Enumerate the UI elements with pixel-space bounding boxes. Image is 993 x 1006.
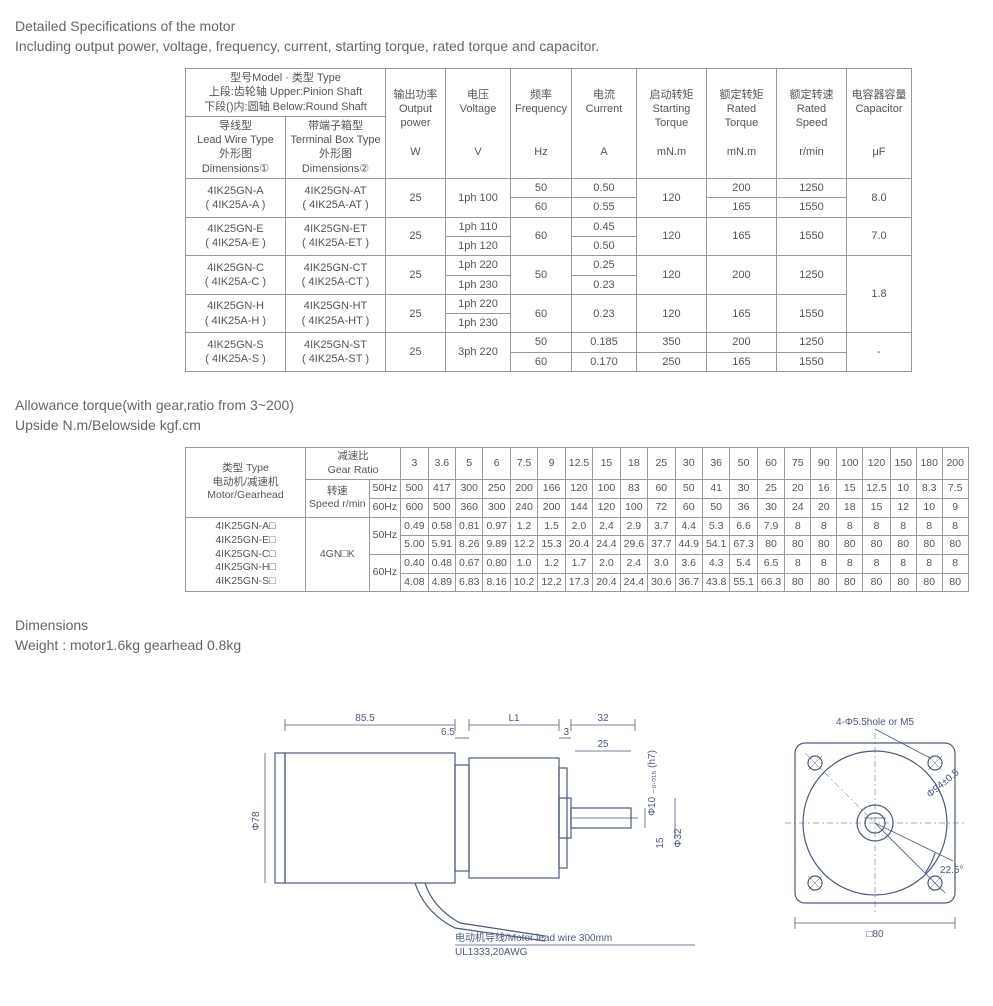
svg-text:UL1333,20AWG: UL1333,20AWG xyxy=(455,947,528,958)
svg-text:22.5°: 22.5° xyxy=(940,865,963,876)
hdr-lead: 导线型Lead Wire Type外形图Dimensions① xyxy=(186,116,286,178)
spec-subtext: Including output power, voltage, frequen… xyxy=(15,38,978,54)
spec-table: 型号Model · 类型 Type 上段:齿轮轴 Upper:Pinion Sh… xyxy=(185,68,912,372)
svg-text:6.5: 6.5 xyxy=(441,727,455,738)
torque-heading: Allowance torque(with gear,ratio from 3~… xyxy=(15,397,978,413)
svg-text:Φ78: Φ78 xyxy=(251,811,262,831)
svg-text:电动机导线/Motor lead wire 300mm: 电动机导线/Motor lead wire 300mm xyxy=(455,931,612,944)
svg-text:4-Φ5.5hole or M5: 4-Φ5.5hole or M5 xyxy=(836,717,914,728)
hdr-volt: 电压VoltageV xyxy=(446,69,511,179)
hdr-power: 输出功率OutputpowerW xyxy=(386,69,446,179)
hdr-curr: 电流CurrentA xyxy=(571,69,636,179)
svg-text:15: 15 xyxy=(655,837,666,849)
dimension-diagram: 85.5 6.5 L1 3 32 25 Φ78 Φ10 ₋₀.ₒ₁₅ (h7) … xyxy=(115,683,978,963)
hdr-cap: 电容器容量CapacitorμF xyxy=(846,69,911,179)
svg-text:25: 25 xyxy=(597,739,609,750)
hdr-start: 启动转矩StartingTorquemN.m xyxy=(636,69,706,179)
svg-text:L1: L1 xyxy=(508,713,520,724)
svg-text:□80: □80 xyxy=(866,929,884,940)
spec-heading: Detailed Specifications of the motor xyxy=(15,18,978,34)
svg-text:Φ10 ₋₀.ₒ₁₅ (h7): Φ10 ₋₀.ₒ₁₅ (h7) xyxy=(647,750,658,816)
dim-subtext: Weight : motor1.6kg gearhead 0.8kg xyxy=(15,637,978,653)
hdr-freq: 频率FrequencyHz xyxy=(511,69,572,179)
hdr-tbox: 带端子箱型Terminal Box Type外形图Dimensions② xyxy=(286,116,386,178)
svg-text:Φ94±0.5: Φ94±0.5 xyxy=(925,767,962,800)
hdr-rated-t: 额定转矩RatedTorquemN.m xyxy=(706,69,776,179)
svg-text:85.5: 85.5 xyxy=(355,713,375,724)
svg-text:3: 3 xyxy=(563,727,569,738)
torque-table: 类型 Type电动机/减速机Motor/Gearhead减速比Gear Rati… xyxy=(185,447,969,592)
svg-text:32: 32 xyxy=(597,713,609,724)
hdr-rated-s: 额定转速RatedSpeedr/min xyxy=(776,69,846,179)
hdr-model-top: 型号Model · 类型 Type 上段:齿轮轴 Upper:Pinion Sh… xyxy=(186,69,386,117)
torque-subtext: Upside N.m/Belowside kgf.cm xyxy=(15,417,978,433)
dim-heading: Dimensions xyxy=(15,617,978,633)
